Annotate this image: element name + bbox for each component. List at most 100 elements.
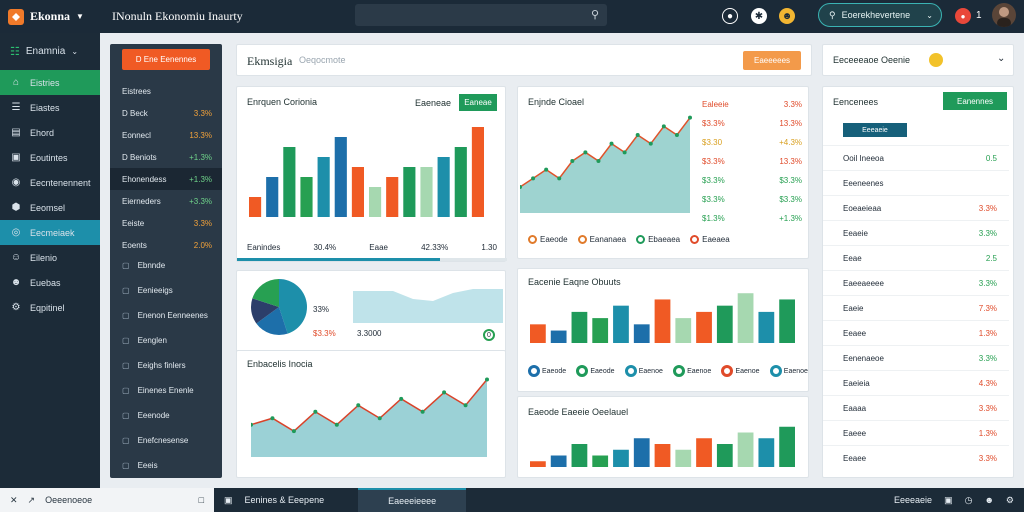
item-value: 3.3%: [978, 404, 997, 413]
user-avatar[interactable]: [992, 3, 1016, 27]
subpanel-link[interactable]: ▢ Einenes Enenle: [110, 379, 222, 401]
legend-item[interactable]: Eananaea: [577, 235, 626, 245]
kpi-item[interactable]: Eaenoe: [673, 365, 711, 377]
subpanel-row[interactable]: Eoents 2.0%: [110, 234, 222, 256]
subpanel-row[interactable]: Eistrees: [110, 80, 222, 102]
chevron-down-icon[interactable]: ⌄: [997, 53, 1006, 64]
new-entry-button[interactable]: D Ene Eenennes: [122, 49, 210, 70]
subpanel-row[interactable]: Eonnecl 13.3%: [110, 124, 222, 146]
sidebar-item-9[interactable]: ☻ Euebas: [0, 270, 100, 295]
bar-mark: [437, 157, 450, 217]
right-list-item[interactable]: Eenenaeoe 3.3%: [823, 345, 1009, 371]
subpanel-link[interactable]: ▢ Eeeis: [110, 454, 222, 476]
right-list-item[interactable]: Eeae 2.5: [823, 245, 1009, 271]
right-list-item[interactable]: Eeaee 1.3%: [823, 320, 1009, 346]
kpi-item[interactable]: Eaenoe: [769, 365, 808, 377]
logo-mark-icon: [8, 8, 24, 25]
lock-icon[interactable]: □: [198, 495, 204, 505]
item-label: Eaeie: [843, 304, 864, 313]
data-point: [270, 416, 275, 421]
sidebar-item-1[interactable]: ⌂ Eistries: [0, 70, 100, 95]
sidebar-header[interactable]: ☷ Enamnia ⌄: [0, 33, 100, 70]
clock-icon[interactable]: ◷: [964, 494, 973, 505]
subpanel-link[interactable]: ▢ Enenon Eenneenes: [110, 304, 222, 326]
subpanel-link[interactable]: ▢ Eenieeigs: [110, 279, 222, 301]
notification-icon[interactable]: ●: [722, 8, 738, 24]
right-list-item[interactable]: Eoeaeieaa 3.3%: [823, 195, 1009, 221]
sidebar-item-8[interactable]: ☺ Eilenio: [0, 245, 100, 270]
subpanel-link[interactable]: ▢ Eenglen: [110, 329, 222, 351]
right-list-item[interactable]: Eeeneenes: [823, 170, 1009, 196]
search-bar[interactable]: ⚲: [355, 4, 607, 26]
item-label: Eaeee: [843, 429, 867, 438]
workspace-button[interactable]: ⚲ Eoerekhevertene ⌄: [818, 3, 942, 27]
subpanel-link[interactable]: ▢ Enefcnesense: [110, 429, 222, 451]
sidebar-item-2[interactable]: ☰ Eiastes: [0, 95, 100, 120]
alert-icon[interactable]: ✱: [751, 8, 767, 24]
right-list-item[interactable]: Eaeie 7.3%: [823, 295, 1009, 321]
subpanel-link[interactable]: ▢ Eeenode: [110, 404, 222, 426]
subpanel-row[interactable]: Eeiste 3.3%: [110, 212, 222, 234]
tab-reports[interactable]: Eenines & Eeepene: [244, 495, 325, 505]
legend-item[interactable]: Ebaeaea: [636, 235, 680, 245]
subpanel-row[interactable]: D Beniots +1.3%: [110, 146, 222, 168]
search-icon[interactable]: ⚲: [590, 9, 599, 21]
right-list-item[interactable]: Eeaee 3.3%: [823, 445, 1009, 471]
right-list-item[interactable]: Eaeee 1.3%: [823, 420, 1009, 446]
coin-icon[interactable]: [929, 53, 943, 67]
item-label: Eaeieia: [843, 379, 870, 388]
bar-mark: [592, 318, 609, 343]
row-label: $3.3%: [702, 176, 725, 185]
line-row: $1.3% +1.3%: [702, 209, 802, 228]
globe-icon: ◎: [11, 227, 21, 238]
tag-pill[interactable]: Eeeaeie: [843, 123, 907, 137]
sidebar-item-5[interactable]: ◉ Eecntenennent: [0, 170, 100, 195]
grid-icon[interactable]: ▣: [224, 494, 233, 505]
kpi-item[interactable]: Eaenoe: [721, 365, 760, 377]
kpi-item[interactable]: Eaeode: [576, 365, 615, 377]
window-icon[interactable]: ▣: [944, 494, 953, 505]
page-title: Ekmsigia: [247, 54, 293, 68]
action-button[interactable]: Eaeeeees: [743, 51, 801, 70]
bar-mark: [283, 147, 296, 217]
sidebar-item-10[interactable]: ⚙ Eqpitinel: [0, 295, 100, 320]
item-value: 3.3%: [978, 279, 997, 288]
kpi-item[interactable]: Eaeode: [528, 365, 566, 377]
legend-item[interactable]: Eaeode: [528, 235, 568, 245]
pie-pct: $3.3%: [313, 329, 336, 338]
user-icon[interactable]: ☻: [984, 495, 994, 505]
chevron-down-icon[interactable]: ▼: [76, 12, 84, 21]
sidebar-item-7[interactable]: ◎ Eecmeiaek: [0, 220, 100, 245]
legend-item[interactable]: Eaeaea: [690, 235, 730, 245]
subpanel-row[interactable]: Eierneders +3.3%: [110, 190, 222, 212]
brand-icon[interactable]: ●: [955, 8, 971, 24]
bar-mark: [351, 167, 364, 217]
avatar-icon[interactable]: ☻: [779, 8, 795, 24]
card-title: Eacenie Eaqne Obuuts: [528, 277, 621, 287]
kpi-item[interactable]: Eaenoe: [624, 365, 663, 377]
right-list-item[interactable]: Eaeeaeeee 3.3%: [823, 270, 1009, 296]
row-label: Eeiste: [122, 218, 145, 228]
right-list-item[interactable]: Eaeieia 4.3%: [823, 370, 1009, 396]
pin-icon[interactable]: ↗: [27, 494, 36, 505]
subpanel-row[interactable]: Ehonendess +1.3%: [110, 168, 222, 190]
tab-active[interactable]: Eaeeeieeee: [358, 488, 467, 512]
right-button[interactable]: Eanennes: [943, 92, 1007, 110]
right-list-item[interactable]: Ooil Ineeoa 0.5: [823, 145, 1009, 171]
settings-icon[interactable]: ⚙: [1005, 494, 1014, 505]
sidebar-item-label: Eistries: [30, 77, 60, 88]
row-label: Eistrees: [122, 86, 151, 96]
app-logo[interactable]: Ekonna ▼: [0, 8, 100, 25]
subpanel-link[interactable]: ▢ Ebnnde: [110, 254, 222, 276]
sidebar-item-3[interactable]: ▤ Ehord: [0, 120, 100, 145]
right-list-item[interactable]: Eaaaa 3.3%: [823, 395, 1009, 421]
sidebar-item-6[interactable]: ⬢ Eeomsel: [0, 195, 100, 220]
card-button[interactable]: Eaneae: [459, 94, 497, 111]
sidebar-item-4[interactable]: ▣ Eoutintes: [0, 145, 100, 170]
subpanel-link[interactable]: ▢ Eeighs finlers: [110, 354, 222, 376]
subpanel-row[interactable]: D Beck 3.3%: [110, 102, 222, 124]
close-icon[interactable]: ✕: [10, 494, 18, 505]
right-list-item[interactable]: Eeaeie 3.3%: [823, 220, 1009, 246]
chevron-down-icon: ⌄: [71, 47, 79, 56]
data-point: [291, 429, 296, 434]
